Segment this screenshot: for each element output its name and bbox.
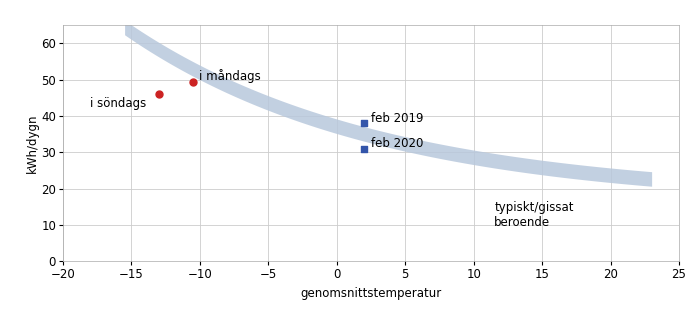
X-axis label: genomsnittstemperatur: genomsnittstemperatur	[300, 287, 442, 300]
Point	[358, 146, 370, 151]
Text: i söndags: i söndags	[90, 97, 146, 110]
Y-axis label: kWh/dygn: kWh/dygn	[25, 114, 38, 173]
Point	[153, 92, 164, 97]
Text: feb 2020: feb 2020	[371, 137, 424, 150]
Text: feb 2019: feb 2019	[371, 112, 424, 124]
Point	[188, 79, 199, 84]
Text: typiskt/gissat
beroende: typiskt/gissat beroende	[494, 202, 574, 230]
Point	[358, 121, 370, 126]
Text: i måndags: i måndags	[199, 69, 260, 83]
